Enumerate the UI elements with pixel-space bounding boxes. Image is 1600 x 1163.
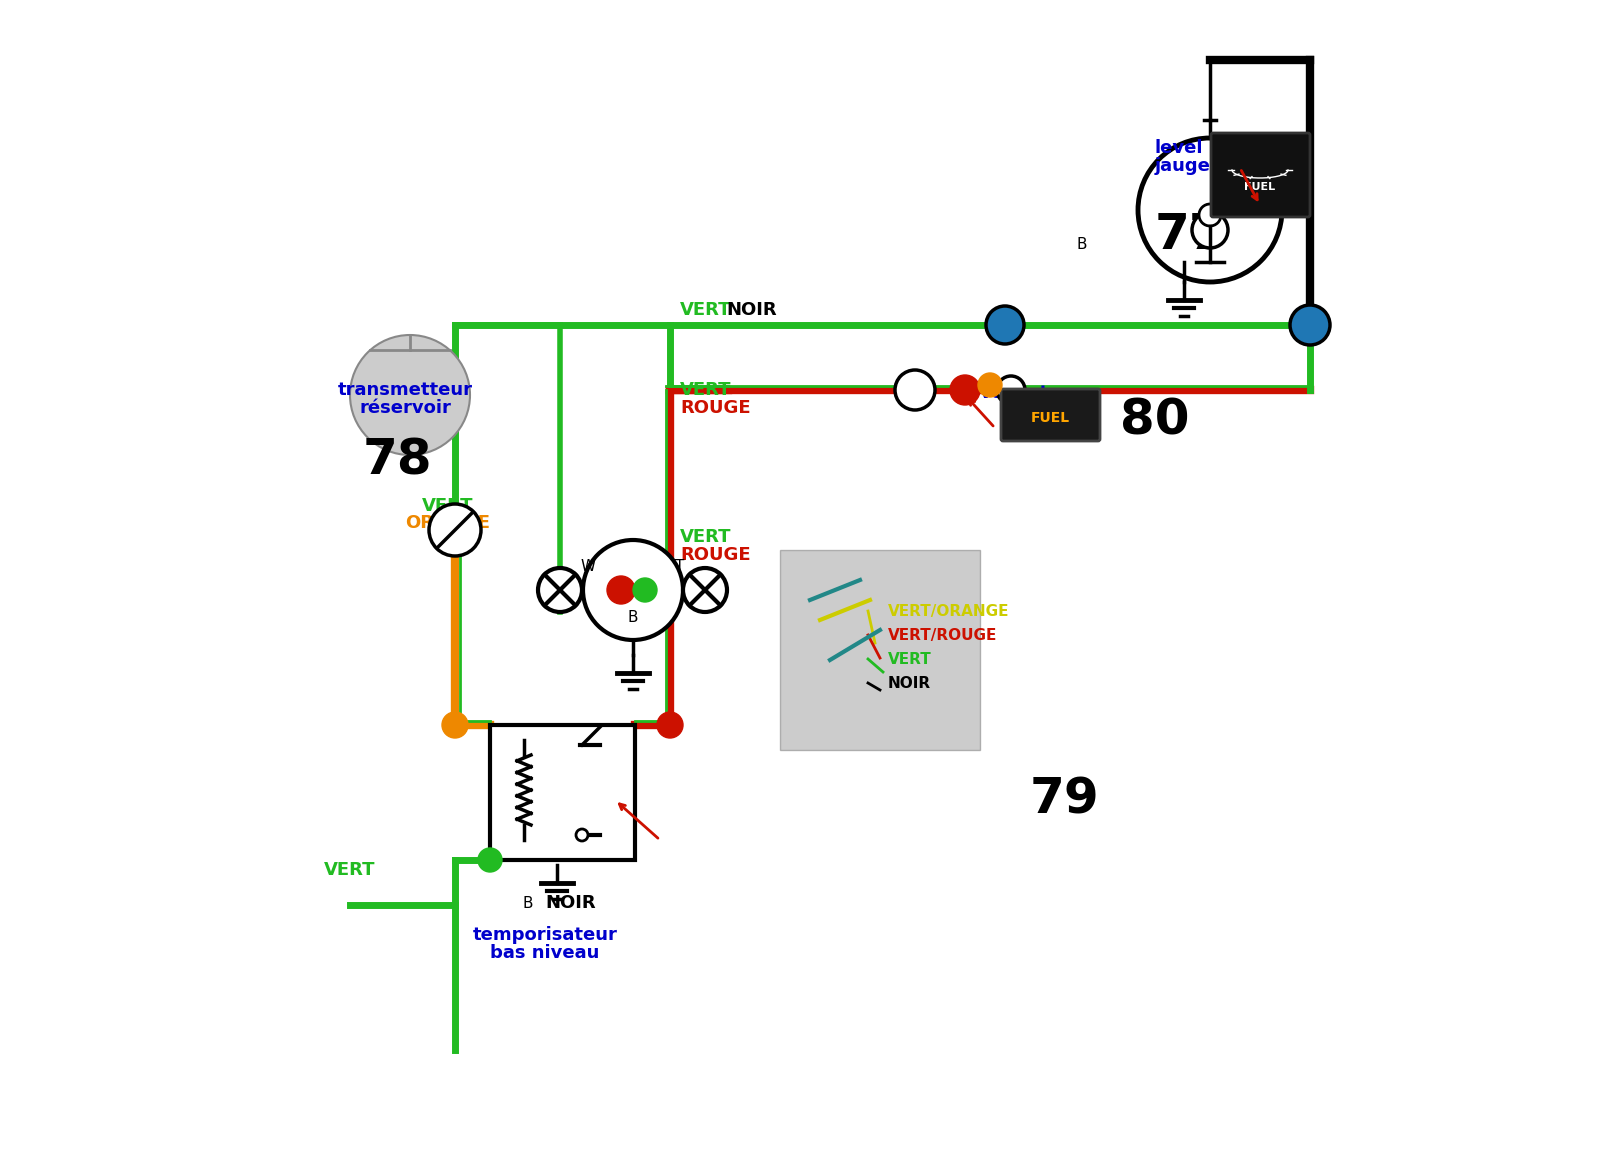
Text: temporisateur: temporisateur	[472, 926, 618, 944]
Text: VERT: VERT	[325, 861, 376, 879]
Circle shape	[978, 373, 1002, 397]
Text: VERT/ROUGE: VERT/ROUGE	[888, 628, 997, 642]
Circle shape	[582, 540, 683, 640]
FancyBboxPatch shape	[1211, 133, 1310, 217]
Circle shape	[1192, 212, 1229, 248]
Text: voyant: voyant	[979, 384, 1050, 402]
Text: T: T	[675, 558, 685, 573]
Circle shape	[442, 712, 469, 739]
Circle shape	[350, 335, 470, 455]
Text: B: B	[1077, 236, 1088, 251]
Circle shape	[683, 568, 726, 612]
Circle shape	[478, 848, 502, 872]
Text: ORANGE: ORANGE	[405, 514, 491, 531]
Text: FUEL: FUEL	[1030, 411, 1069, 424]
Text: 78: 78	[362, 436, 432, 484]
Text: bas niveau: bas niveau	[490, 944, 600, 962]
Circle shape	[1198, 204, 1221, 226]
Text: VERT/ORANGE: VERT/ORANGE	[888, 604, 1010, 619]
Circle shape	[538, 568, 582, 612]
FancyBboxPatch shape	[1002, 388, 1101, 441]
Text: ROUGE: ROUGE	[680, 399, 750, 418]
Circle shape	[576, 829, 589, 841]
Circle shape	[997, 376, 1026, 404]
Circle shape	[634, 578, 658, 602]
Circle shape	[986, 306, 1024, 344]
Circle shape	[1298, 312, 1323, 338]
Text: level: level	[1155, 140, 1203, 157]
Bar	[490, 725, 635, 859]
Text: 79: 79	[1030, 776, 1099, 825]
Text: B: B	[523, 896, 533, 911]
Text: VERT: VERT	[422, 497, 474, 515]
Text: FUEL: FUEL	[1245, 181, 1275, 192]
Text: 80: 80	[1120, 395, 1189, 444]
Text: 77: 77	[1155, 211, 1224, 259]
Text: transmetteur: transmetteur	[338, 381, 472, 399]
Circle shape	[429, 504, 482, 556]
Text: NOIR: NOIR	[726, 301, 776, 319]
Text: NOIR: NOIR	[888, 676, 931, 691]
Circle shape	[1138, 138, 1282, 281]
Text: réservoir: réservoir	[358, 399, 451, 418]
Text: W: W	[581, 558, 595, 573]
Circle shape	[994, 313, 1018, 337]
Circle shape	[606, 576, 635, 604]
Circle shape	[950, 374, 979, 405]
Text: VERT: VERT	[680, 381, 731, 399]
Text: jauge: jauge	[1155, 157, 1211, 174]
Bar	[781, 550, 979, 750]
Circle shape	[658, 712, 683, 739]
Text: VERT: VERT	[888, 651, 931, 666]
Text: VERT: VERT	[680, 301, 731, 319]
Circle shape	[1290, 305, 1330, 345]
Text: VERT: VERT	[680, 528, 731, 545]
Text: NOIR: NOIR	[546, 894, 595, 912]
Text: ROUGE: ROUGE	[680, 545, 750, 564]
Text: B: B	[627, 609, 638, 625]
Circle shape	[894, 370, 934, 411]
